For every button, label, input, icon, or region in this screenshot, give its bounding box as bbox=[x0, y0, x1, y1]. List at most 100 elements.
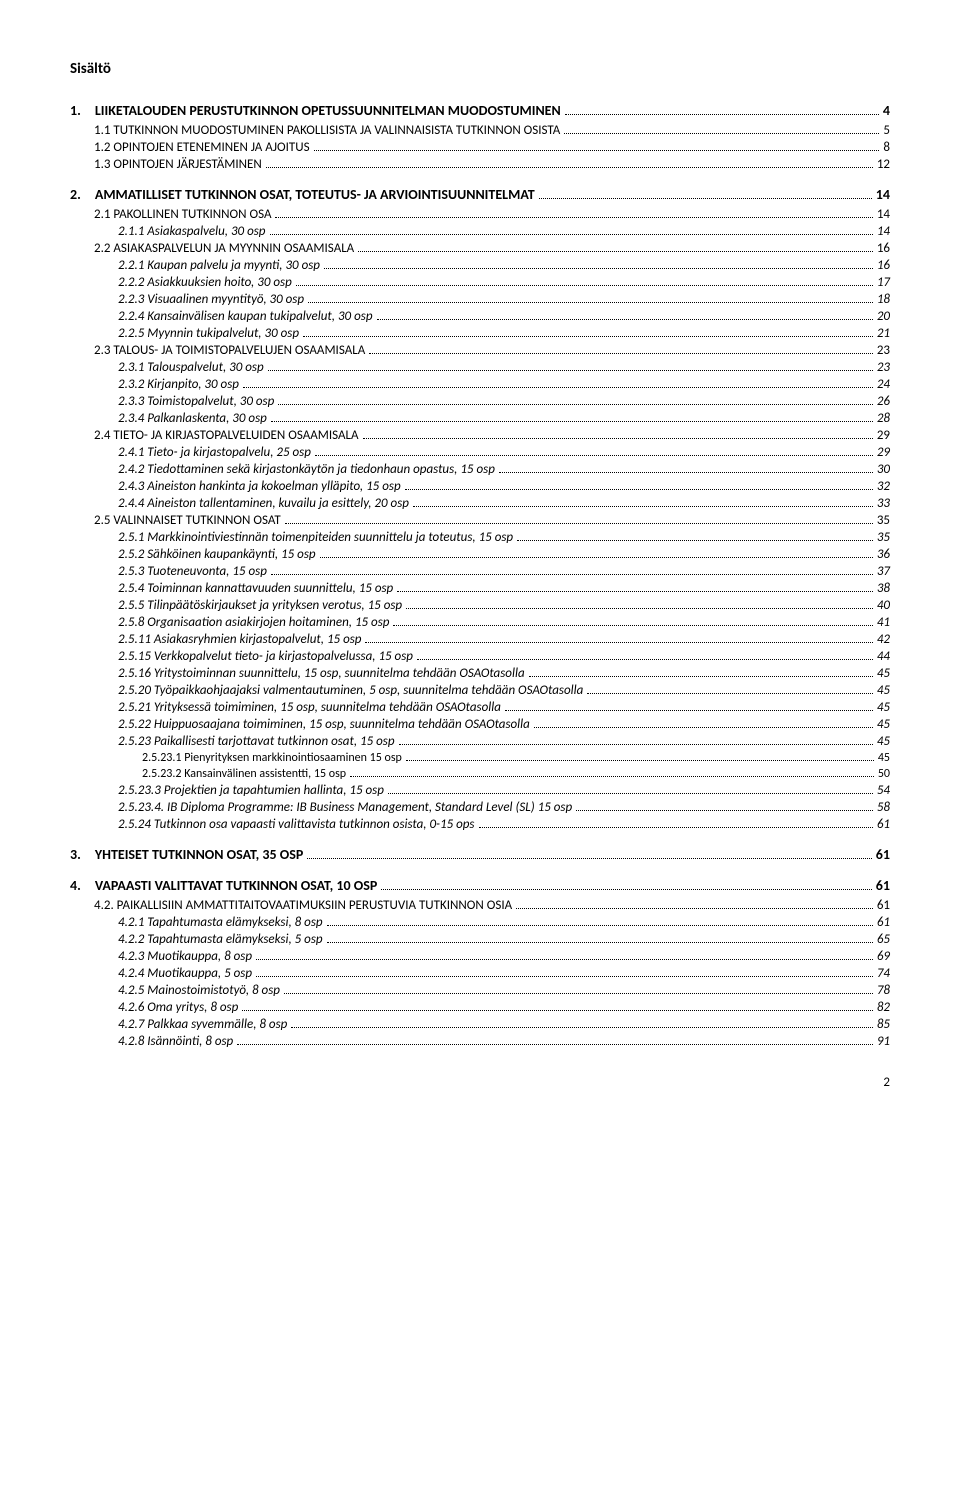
toc-leader-dots bbox=[369, 353, 873, 354]
toc-leader-dots bbox=[534, 727, 873, 728]
toc-page: 28 bbox=[877, 411, 890, 426]
toc-page: 78 bbox=[877, 983, 890, 998]
toc-label: 2. AMMATILLISET TUTKINNON OSAT, TOTEUTUS… bbox=[70, 186, 535, 203]
toc-leader-dots bbox=[516, 908, 873, 909]
toc-entry: 4.2.5 Mainostoimistotyö, 8 osp 78 bbox=[70, 983, 890, 998]
toc-leader-dots bbox=[405, 489, 873, 490]
toc-entry: 2.5.3 Tuoteneuvonta, 15 osp 37 bbox=[70, 564, 890, 579]
toc-page: 14 bbox=[876, 186, 890, 203]
toc-entry: 1. LIIKETALOUDEN PERUSTUTKINNON OPETUSSU… bbox=[70, 102, 890, 119]
toc-label: 2.5.16 Yritystoiminnan suunnittelu, 15 o… bbox=[118, 666, 525, 681]
toc-label: 3. YHTEISET TUTKINNON OSAT, 35 OSP bbox=[70, 846, 303, 863]
toc-entry: 1.3 OPINTOJEN JÄRJESTÄMINEN 12 bbox=[70, 157, 890, 172]
toc-entry: 3. YHTEISET TUTKINNON OSAT, 35 OSP 61 bbox=[70, 846, 890, 863]
toc-entry: 2.5.23.3 Projektien ja tapahtumien halli… bbox=[70, 783, 890, 798]
toc-page: 8 bbox=[883, 140, 890, 155]
toc-entry: 2.5 VALINNAISET TUTKINNON OSAT35 bbox=[70, 513, 890, 528]
toc-entry: 2.5.4 Toiminnan kannattavuuden suunnitte… bbox=[70, 581, 890, 596]
toc-entry: 2.5.23 Paikallisesti tarjottavat tutkinn… bbox=[70, 734, 890, 749]
toc-label: 4.2.8 Isännöinti, 8 osp bbox=[118, 1034, 233, 1049]
toc-label: 2.5.1 Markkinointiviestinnän toimenpitei… bbox=[118, 530, 513, 545]
toc-leader-dots bbox=[363, 438, 873, 439]
toc-label: 4.2.4 Muotikauppa, 5 osp bbox=[118, 966, 252, 981]
toc-entry: 4.2.3 Muotikauppa, 8 osp69 bbox=[70, 949, 890, 964]
toc-page: 61 bbox=[877, 898, 890, 913]
toc-label: 4.2.1 Tapahtumasta elämykseksi, 8 osp bbox=[118, 915, 323, 930]
toc-label: 2.2.2 Asiakkuuksien hoito, 30 osp bbox=[118, 275, 292, 290]
toc-label: 4.2.5 Mainostoimistotyö, 8 osp bbox=[118, 983, 280, 998]
toc-entry: 4.2.6 Oma yritys, 8 osp82 bbox=[70, 1000, 890, 1015]
toc-label: 4.2.3 Muotikauppa, 8 osp bbox=[118, 949, 252, 964]
toc-leader-dots bbox=[499, 472, 873, 473]
toc-label: 2.3.2 Kirjanpito, 30 osp bbox=[118, 377, 239, 392]
toc-entry: 2. AMMATILLISET TUTKINNON OSAT, TOTEUTUS… bbox=[70, 186, 890, 203]
toc-page: 40 bbox=[877, 598, 890, 613]
toc-page: 42 bbox=[877, 632, 890, 647]
toc-page: 23 bbox=[877, 360, 890, 375]
toc-label: 2.5.3 Tuoteneuvonta, 15 osp bbox=[118, 564, 267, 579]
toc-page: 44 bbox=[877, 649, 890, 664]
toc-entry: 2.3 TALOUS- JA TOIMISTOPALVELUJEN OSAAMI… bbox=[70, 343, 890, 358]
toc-leader-dots bbox=[479, 827, 873, 828]
toc-page: 33 bbox=[877, 496, 890, 511]
toc-entry: 2.5.5 Tilinpäätöskirjaukset ja yrityksen… bbox=[70, 598, 890, 613]
toc-label: 2.5.5 Tilinpäätöskirjaukset ja yrityksen… bbox=[118, 598, 402, 613]
toc-leader-dots bbox=[256, 959, 873, 960]
toc-page: 37 bbox=[877, 564, 890, 579]
toc-entry: 2.4.3 Aineiston hankinta ja kokoelman yl… bbox=[70, 479, 890, 494]
toc-page: 82 bbox=[877, 1000, 890, 1015]
toc-page: 61 bbox=[876, 846, 890, 863]
toc-label: 2.2.5 Myynnin tukipalvelut, 30 osp bbox=[118, 326, 299, 341]
toc-page: 91 bbox=[877, 1034, 890, 1049]
toc-leader-dots bbox=[268, 370, 873, 371]
toc-leader-dots bbox=[587, 693, 873, 694]
toc-leader-dots bbox=[308, 302, 873, 303]
toc-page: 18 bbox=[877, 292, 890, 307]
toc-label: 1.3 OPINTOJEN JÄRJESTÄMINEN bbox=[94, 157, 262, 172]
toc-label: 4.2. PAIKALLISIIN AMMATTITAITOVAATIMUKSI… bbox=[94, 898, 512, 913]
toc-entry: 2.5.8 Organisaation asiakirjojen hoitami… bbox=[70, 615, 890, 630]
toc-leader-dots bbox=[397, 591, 873, 592]
toc-leader-dots bbox=[275, 217, 872, 218]
doc-title: Sisältö bbox=[70, 60, 890, 78]
toc-page: 12 bbox=[877, 157, 890, 172]
toc-entry: 2.2.3 Visuaalinen myyntityö, 30 osp18 bbox=[70, 292, 890, 307]
toc-label: 2.5.23.3 Projektien ja tapahtumien halli… bbox=[118, 783, 384, 798]
toc-label: 2.2.4 Kansainvälisen kaupan tukipalvelut… bbox=[118, 309, 373, 324]
toc-leader-dots bbox=[307, 858, 872, 859]
page-number: 2 bbox=[70, 1075, 890, 1090]
toc-entry: 2.2 ASIAKASPALVELUN JA MYYNNIN OSAAMISAL… bbox=[70, 241, 890, 256]
toc-page: 21 bbox=[877, 326, 890, 341]
toc-page: 29 bbox=[877, 445, 890, 460]
toc-leader-dots bbox=[388, 793, 873, 794]
toc-leader-dots bbox=[242, 1010, 873, 1011]
toc-label: 1.2 OPINTOJEN ETENEMINEN JA AJOITUS bbox=[94, 140, 310, 155]
toc-leader-dots bbox=[278, 404, 873, 405]
toc-entry: 2.2.1 Kaupan palvelu ja myynti, 30 osp16 bbox=[70, 258, 890, 273]
toc-label: 2.2 ASIAKASPALVELUN JA MYYNNIN OSAAMISAL… bbox=[94, 241, 354, 256]
toc-leader-dots bbox=[314, 150, 880, 151]
toc-page: 23 bbox=[877, 343, 890, 358]
toc-entry: 2.1 PAKOLLINEN TUTKINNON OSA14 bbox=[70, 207, 890, 222]
toc-page: 58 bbox=[877, 800, 890, 815]
toc-entry: 4.2.2 Tapahtumasta elämykseksi, 5 osp65 bbox=[70, 932, 890, 947]
toc-label: 2.4.1 Tieto- ja kirjastopalvelu, 25 osp bbox=[118, 445, 311, 460]
toc-leader-dots bbox=[284, 993, 873, 994]
toc-leader-dots bbox=[529, 676, 873, 677]
toc-entry: 2.1.1 Asiakaspalvelu, 30 osp 14 bbox=[70, 224, 890, 239]
table-of-contents: 1. LIIKETALOUDEN PERUSTUTKINNON OPETUSSU… bbox=[70, 102, 890, 1049]
toc-label: 2.5.23.2 Kansainvälinen assistentti, 15 … bbox=[142, 767, 346, 781]
toc-page: 14 bbox=[877, 224, 890, 239]
toc-page: 24 bbox=[877, 377, 890, 392]
toc-label: 2.5.4 Toiminnan kannattavuuden suunnitte… bbox=[118, 581, 393, 596]
toc-label: 2.5.22 Huippuosaajana toimiminen, 15 osp… bbox=[118, 717, 530, 732]
toc-leader-dots bbox=[270, 234, 873, 235]
toc-page: 65 bbox=[877, 932, 890, 947]
toc-leader-dots bbox=[358, 251, 873, 252]
toc-leader-dots bbox=[565, 114, 879, 115]
toc-entry: 2.5.23.4. IB Diploma Programme: IB Busin… bbox=[70, 800, 890, 815]
toc-page: 45 bbox=[877, 734, 890, 749]
toc-label: 2.5.23.4. IB Diploma Programme: IB Busin… bbox=[118, 800, 572, 815]
toc-label: 4. VAPAASTI VALITTAVAT TUTKINNON OSAT, 1… bbox=[70, 877, 377, 894]
toc-label: 2.1.1 Asiakaspalvelu, 30 osp bbox=[118, 224, 266, 239]
